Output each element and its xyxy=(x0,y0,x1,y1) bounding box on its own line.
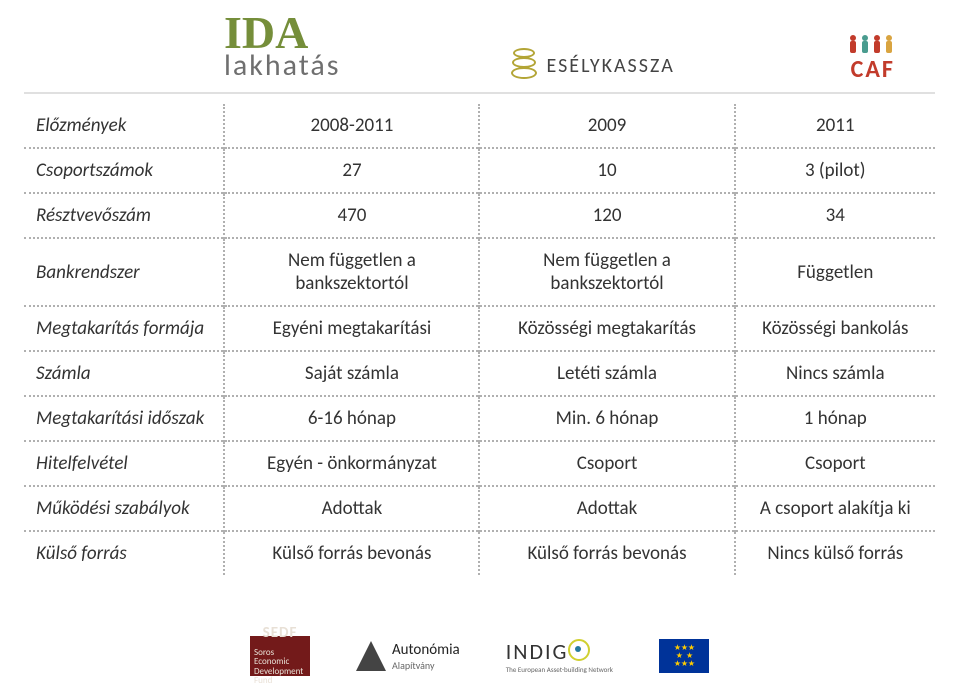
row-cell: Egyéni megtakarítási xyxy=(224,306,479,351)
row-label: Hitelfelvétel xyxy=(24,441,224,486)
logo-sedf: SEDF Soros Economic Development Fund xyxy=(250,636,310,676)
row-cell: Adottak xyxy=(479,486,734,531)
row-cell: Nincs külső forrás xyxy=(735,531,935,575)
row-cell: 120 xyxy=(479,193,734,238)
row-cell: Közösségi megtakarítás xyxy=(479,306,734,351)
divider xyxy=(24,92,935,94)
table-row: SzámlaSaját számlaLetéti számlaNincs szá… xyxy=(24,351,935,396)
row-cell: Nem független a bankszektortól xyxy=(479,238,734,306)
eselykassza-icon xyxy=(511,48,539,84)
row-cell: Csoport xyxy=(735,441,935,486)
logo-ida: IDA lakhatás xyxy=(224,12,341,84)
row-cell: 470 xyxy=(224,193,479,238)
row-cell: Külső forrás bevonás xyxy=(224,531,479,575)
eselykassza-text: ESÉLYKASSZA xyxy=(547,54,675,78)
row-label: Megtakarítási időszak xyxy=(24,396,224,441)
logo-eselykassza: ESÉLYKASSZA xyxy=(511,48,675,84)
table-row: HitelfelvételEgyén - önkormányzatCsoport… xyxy=(24,441,935,486)
row-label: Csoportszámok xyxy=(24,148,224,193)
autonomia-sub: Alapítvány xyxy=(392,659,460,672)
autonomia-text: Autonómia xyxy=(392,641,460,659)
table-row: Előzmények2008-201120092011 xyxy=(24,104,935,148)
indigo-text: INDIG xyxy=(506,638,569,665)
row-label: Külső forrás xyxy=(24,531,224,575)
logo-caf: CAF xyxy=(845,33,901,84)
table-row: Csoportszámok27103 (pilot) xyxy=(24,148,935,193)
row-cell: 3 (pilot) xyxy=(735,148,935,193)
logo-autonomia: Autonómia Alapítvány xyxy=(356,641,460,672)
indigo-sub: The European Asset-building Network xyxy=(506,665,613,674)
row-cell: Egyén - önkormányzat xyxy=(224,441,479,486)
row-cell: Független xyxy=(735,238,935,306)
row-cell: Nincs számla xyxy=(735,351,935,396)
row-cell: Csoport xyxy=(479,441,734,486)
eu-stars-icon: ★ ★ ★★ ★★ ★ ★ xyxy=(674,644,694,668)
caf-people-icon xyxy=(845,33,901,55)
logo-indigo: INDIG The European Asset-building Networ… xyxy=(506,638,613,674)
comparison-table: Előzmények2008-201120092011Csoportszámok… xyxy=(24,104,935,575)
row-label: Résztvevőszám xyxy=(24,193,224,238)
row-label: Számla xyxy=(24,351,224,396)
slide: IDA lakhatás ESÉLYKASSZA xyxy=(0,0,959,684)
row-cell: Adottak xyxy=(224,486,479,531)
row-cell: 2008-2011 xyxy=(224,104,479,148)
row-cell: Saját számla xyxy=(224,351,479,396)
table-row: Résztvevőszám47012034 xyxy=(24,193,935,238)
row-label: Előzmények xyxy=(24,104,224,148)
row-label: Működési szabályok xyxy=(24,486,224,531)
row-cell: 6-16 hónap xyxy=(224,396,479,441)
logo-eu-flag: ★ ★ ★★ ★★ ★ ★ xyxy=(659,639,709,673)
row-label: Megtakarítás formája xyxy=(24,306,224,351)
table-row: BankrendszerNem független a bankszektort… xyxy=(24,238,935,306)
row-cell: Közösségi bankolás xyxy=(735,306,935,351)
sedf-big: SEDF xyxy=(263,626,298,642)
table-row: Megtakarítás formájaEgyéni megtakarítási… xyxy=(24,306,935,351)
row-cell: Külső forrás bevonás xyxy=(479,531,734,575)
indigo-o-icon xyxy=(568,639,590,661)
footer-logos: SEDF Soros Economic Development Fund Aut… xyxy=(0,636,959,676)
row-cell: 10 xyxy=(479,148,734,193)
table-row: Külső forrásKülső forrás bevonásKülső fo… xyxy=(24,531,935,575)
row-cell: 34 xyxy=(735,193,935,238)
ida-text-bottom: lakhatás xyxy=(224,47,341,84)
row-label: Bankrendszer xyxy=(24,238,224,306)
row-cell: 27 xyxy=(224,148,479,193)
sedf-sub: Soros Economic Development Fund xyxy=(254,648,306,684)
row-cell: 2009 xyxy=(479,104,734,148)
caf-text: CAF xyxy=(851,55,895,84)
table-row: Működési szabályokAdottakAdottakA csopor… xyxy=(24,486,935,531)
row-cell: Nem független a bankszektortól xyxy=(224,238,479,306)
row-cell: Letéti számla xyxy=(479,351,734,396)
row-cell: A csoport alakítja ki xyxy=(735,486,935,531)
row-cell: Min. 6 hónap xyxy=(479,396,734,441)
row-cell: 1 hónap xyxy=(735,396,935,441)
header-logos: IDA lakhatás ESÉLYKASSZA xyxy=(0,0,959,92)
table-row: Megtakarítási időszak6-16 hónapMin. 6 hó… xyxy=(24,396,935,441)
autonomia-icon xyxy=(356,641,386,671)
row-cell: 2011 xyxy=(735,104,935,148)
